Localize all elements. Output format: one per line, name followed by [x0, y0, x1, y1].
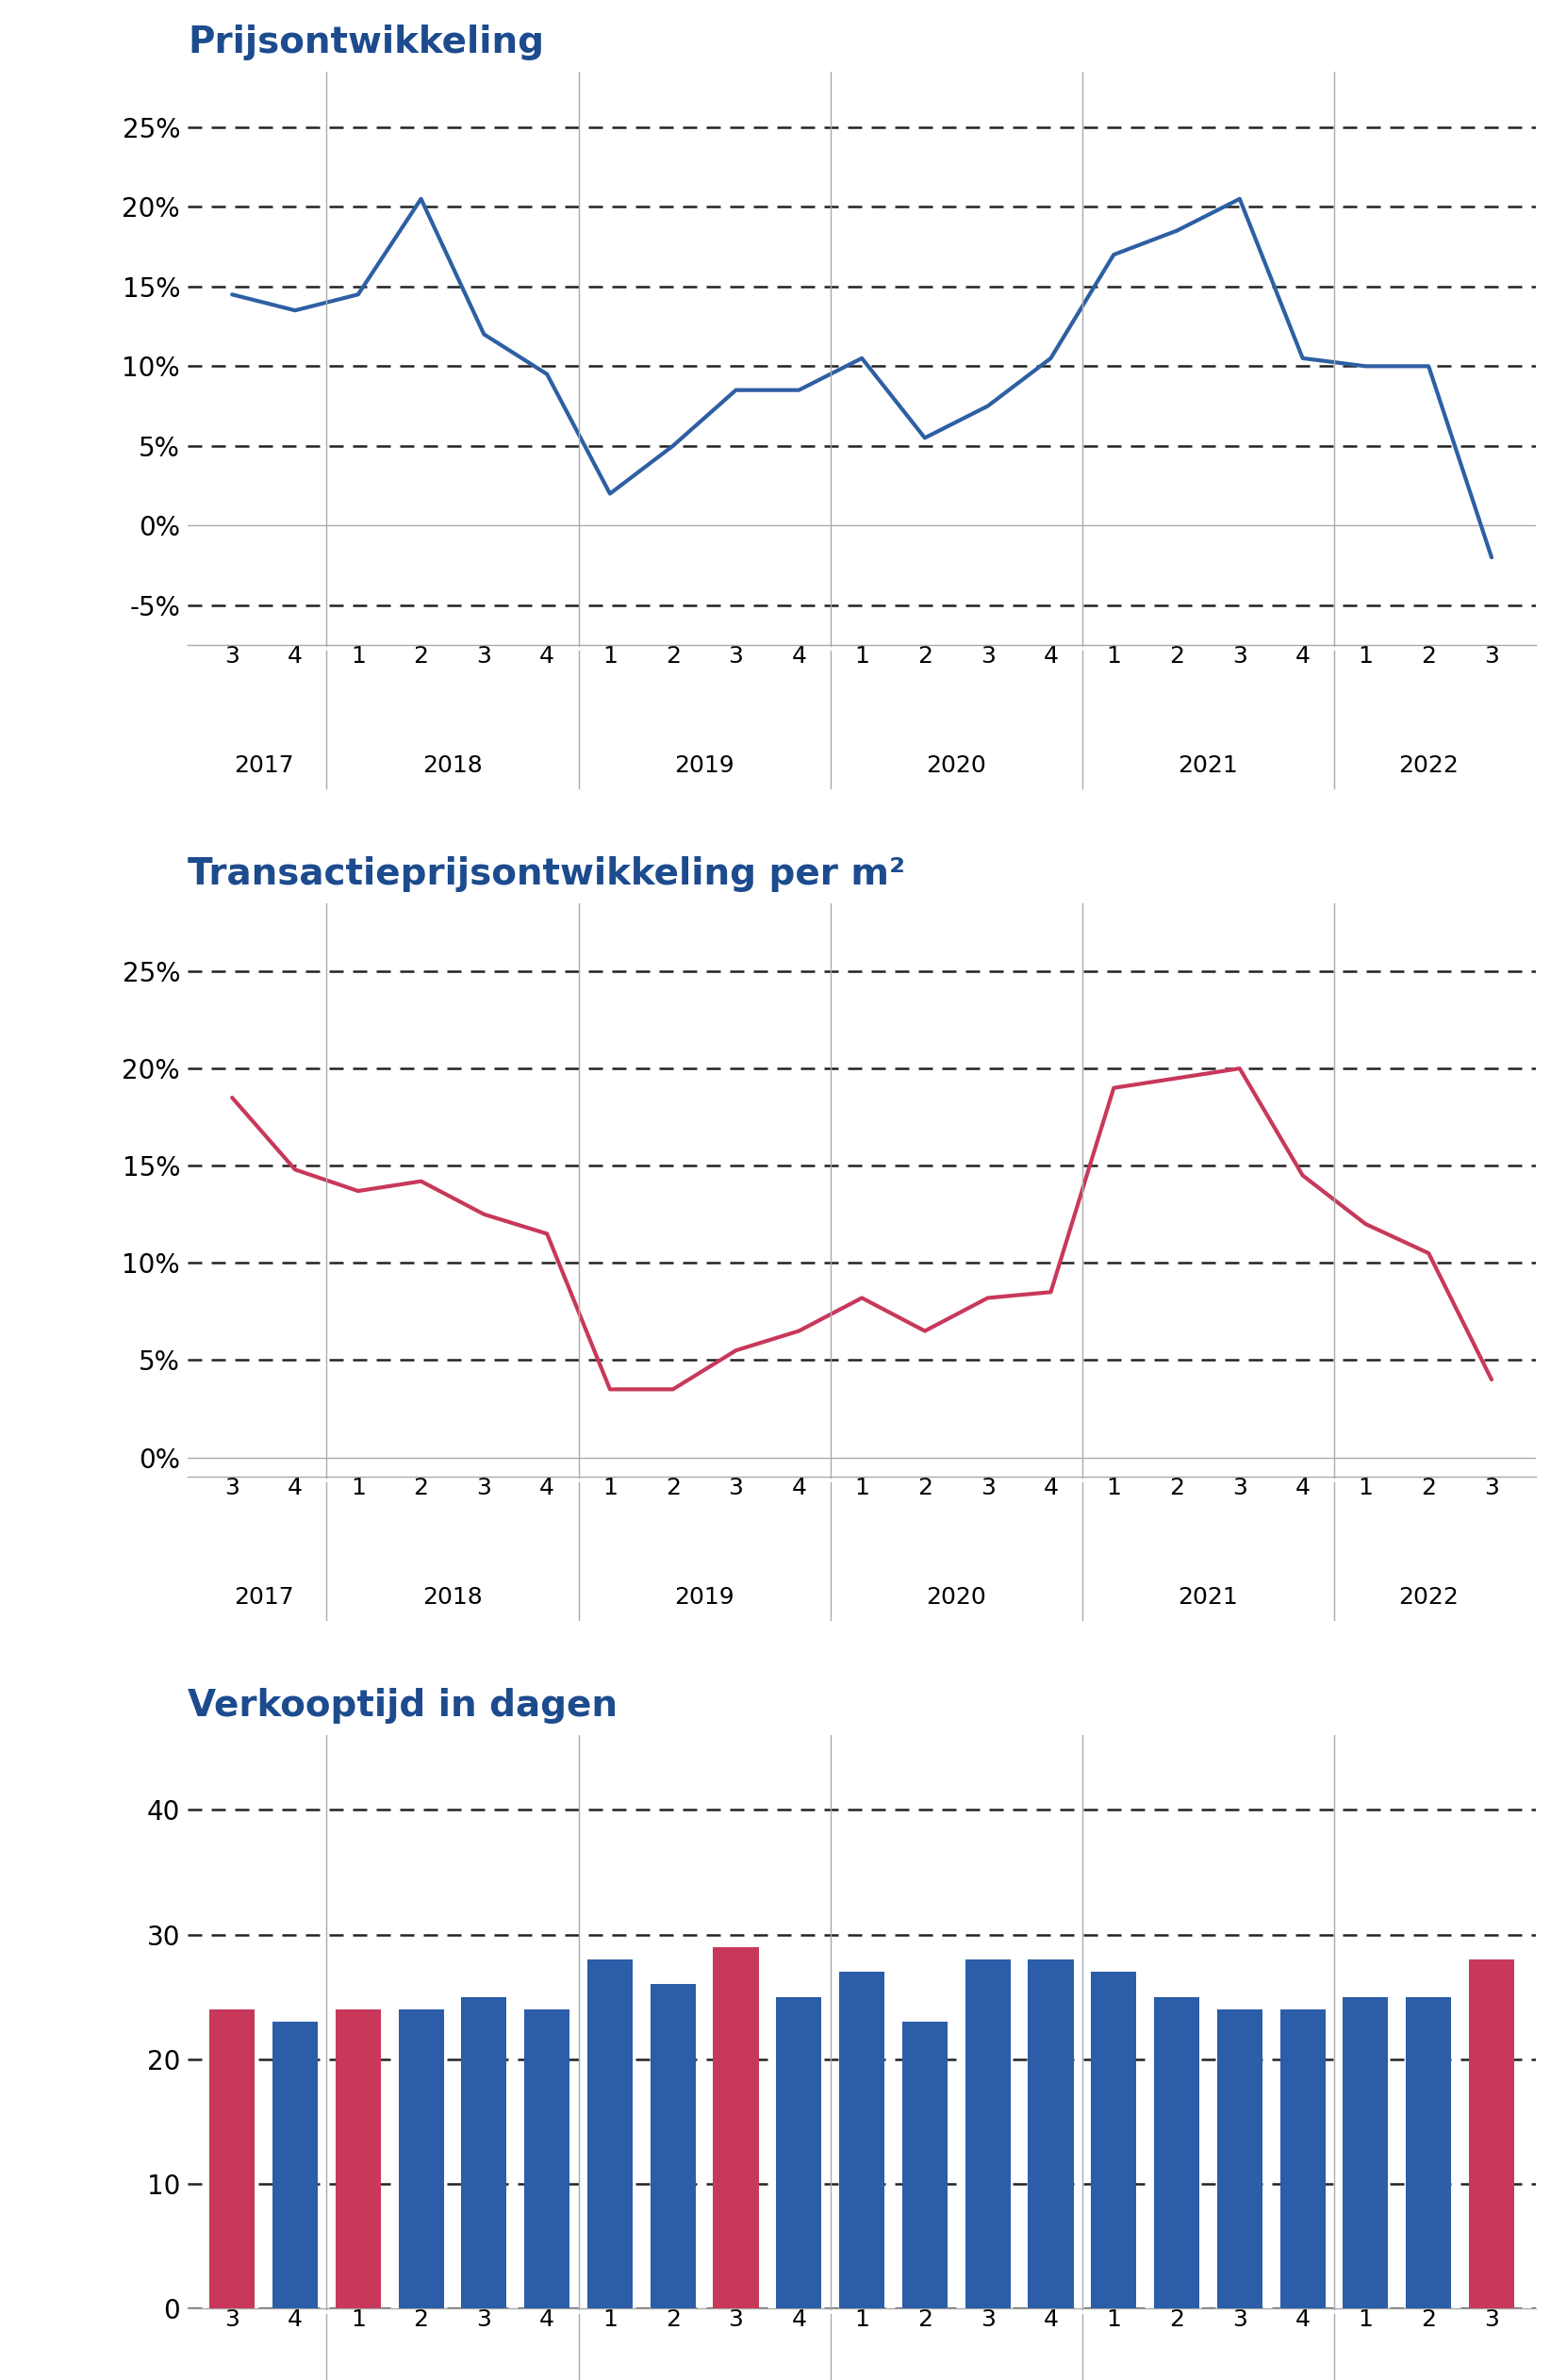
Bar — [1028, 1959, 1073, 2309]
Bar — [1091, 1973, 1136, 2309]
Text: 2019: 2019 — [674, 754, 735, 776]
Bar — [1468, 1959, 1514, 2309]
Bar — [1218, 2009, 1263, 2309]
Text: 2022: 2022 — [1398, 1585, 1459, 1609]
Text: 2022: 2022 — [1398, 754, 1459, 776]
Bar — [588, 1959, 633, 2309]
Bar — [1153, 1997, 1199, 2309]
Text: 2018: 2018 — [423, 754, 483, 776]
Bar — [650, 1985, 696, 2309]
Text: Transactieprijsontwikkeling per m²: Transactieprijsontwikkeling per m² — [188, 857, 906, 892]
Text: Verkooptijd in dagen: Verkooptijd in dagen — [188, 1687, 617, 1723]
Text: 2020: 2020 — [926, 1585, 986, 1609]
Bar — [713, 1947, 758, 2309]
Bar — [210, 2009, 255, 2309]
Bar — [965, 1959, 1011, 2309]
Text: 2021: 2021 — [1178, 754, 1238, 776]
Text: 2019: 2019 — [674, 1585, 735, 1609]
Bar — [1280, 2009, 1326, 2309]
Bar — [1406, 1997, 1451, 2309]
Bar — [776, 1997, 821, 2309]
Bar — [398, 2009, 443, 2309]
Bar — [525, 2009, 570, 2309]
Text: 2017: 2017 — [233, 754, 293, 776]
Bar — [1343, 1997, 1388, 2309]
Text: 2018: 2018 — [423, 1585, 483, 1609]
Bar — [461, 1997, 506, 2309]
Bar — [273, 2021, 318, 2309]
Text: 2021: 2021 — [1178, 1585, 1238, 1609]
Text: Prijsontwikkeling: Prijsontwikkeling — [188, 24, 544, 60]
Text: 2017: 2017 — [233, 1585, 293, 1609]
Bar — [335, 2009, 381, 2309]
Bar — [903, 2021, 948, 2309]
Bar — [840, 1973, 884, 2309]
Text: 2020: 2020 — [926, 754, 986, 776]
